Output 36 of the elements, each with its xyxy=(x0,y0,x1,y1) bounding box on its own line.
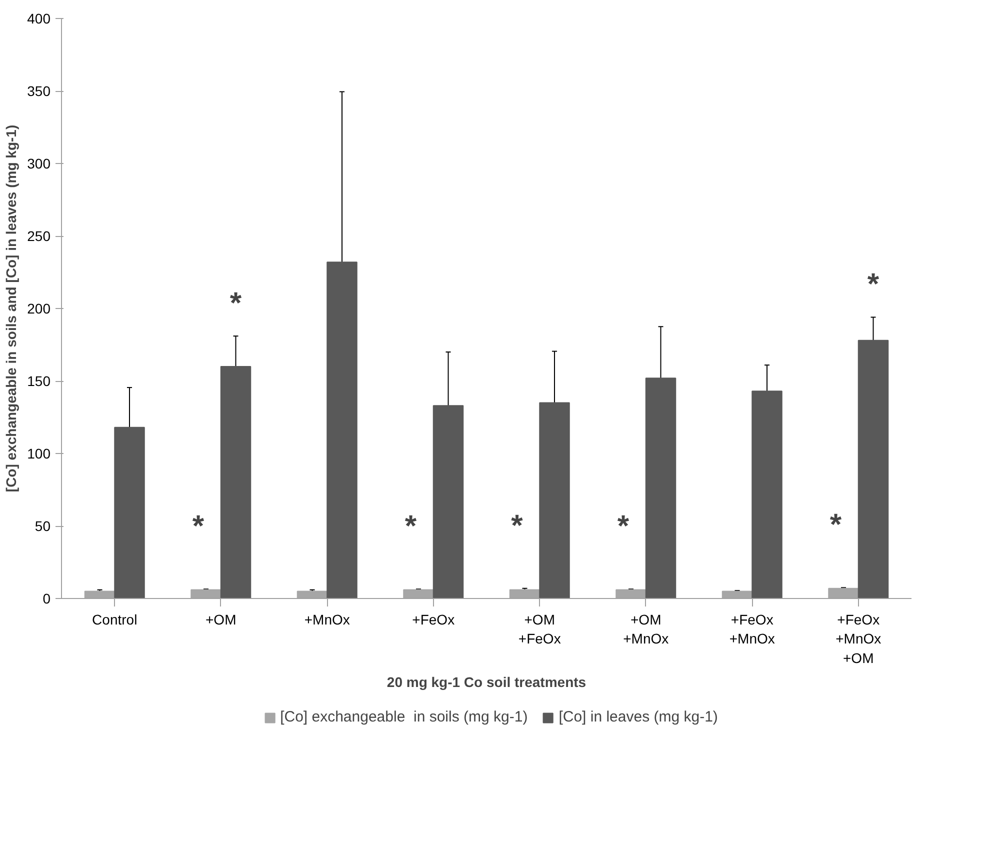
y-axis-title: [Co] exchangeable in soils and [Co] in leaves (mg kg-1) xyxy=(3,124,20,492)
bar xyxy=(326,262,358,598)
annotation: * xyxy=(192,510,204,544)
x-axis-title: 20 mg kg-1 Co soil treatments xyxy=(386,674,586,690)
annotation: * xyxy=(404,510,417,544)
bar xyxy=(645,378,676,598)
annotation: * xyxy=(867,268,880,302)
y-tick-label: 200 xyxy=(27,300,51,316)
x-tick-label: +OM xyxy=(206,612,236,628)
x-tick-label: +OM +MnOx xyxy=(623,612,669,647)
bar xyxy=(114,426,145,598)
legend-label: [Co] exchangeable in soils (mg kg-1) xyxy=(280,708,528,726)
bar xyxy=(752,390,782,598)
annotation: * xyxy=(830,508,842,542)
y-tick-label: 150 xyxy=(27,373,51,389)
legend-label: [Co] in leaves (mg kg-1) xyxy=(558,708,718,726)
x-tick-label: Control xyxy=(92,612,138,628)
x-tick-label: +FeOx xyxy=(412,612,455,628)
annotation: * xyxy=(511,509,524,542)
y-tick-label: 50 xyxy=(34,518,51,534)
bar xyxy=(432,405,464,598)
annotation: * xyxy=(617,510,630,544)
x-tick-label: +MnOx xyxy=(304,612,350,628)
y-tick-label: 300 xyxy=(27,156,51,172)
x-tick-label: +FeOx +MnOx +OM xyxy=(836,612,882,666)
bar xyxy=(858,340,889,598)
y-tick-label: 400 xyxy=(27,10,51,26)
bar xyxy=(220,366,252,598)
x-tick-label: +OM +FeOx xyxy=(518,612,561,647)
y-tick-label: 350 xyxy=(27,83,51,99)
annotation: * xyxy=(230,287,242,320)
x-tick-label: +FeOx +MnOx xyxy=(729,612,775,647)
y-tick-label: 250 xyxy=(27,228,51,244)
y-tick-label: 0 xyxy=(42,590,51,606)
bar xyxy=(539,402,570,598)
y-tick-label: 100 xyxy=(27,446,51,462)
